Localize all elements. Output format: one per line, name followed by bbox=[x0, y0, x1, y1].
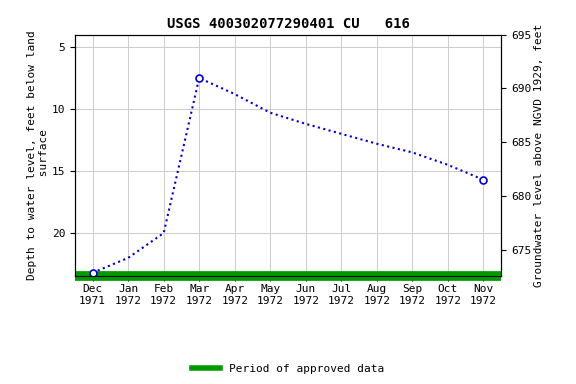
Title: USGS 400302077290401 CU   616: USGS 400302077290401 CU 616 bbox=[166, 17, 410, 31]
Legend: Period of approved data: Period of approved data bbox=[188, 359, 388, 379]
Y-axis label: Groundwater level above NGVD 1929, feet: Groundwater level above NGVD 1929, feet bbox=[534, 24, 544, 287]
Y-axis label: Depth to water level, feet below land
 surface: Depth to water level, feet below land su… bbox=[27, 31, 49, 280]
